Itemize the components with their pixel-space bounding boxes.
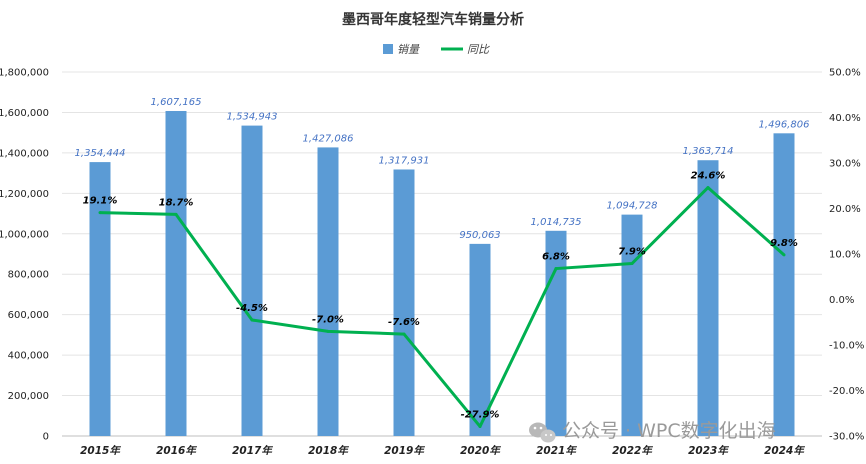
x-tick-label: 2016年	[156, 444, 197, 457]
x-tick-label: 2023年	[688, 444, 729, 457]
wechat-icon	[529, 422, 556, 443]
left-tick-label: 800,000	[8, 270, 49, 281]
watermark: 公众号 · WPC数字化出海	[529, 420, 776, 443]
right-axis: 50.0% 40.0% 30.0% 20.0% 10.0% 0.0% -10.0% -20.0…	[829, 68, 864, 443]
left-tick-label: 0	[43, 432, 49, 443]
x-tick-label: 2019年	[384, 444, 425, 457]
line-value-label: 24.6%	[691, 171, 726, 182]
x-tick-label: 2018年	[308, 444, 349, 457]
line-value-label: -7.6%	[388, 317, 420, 328]
bar	[773, 133, 795, 436]
bar	[621, 214, 643, 436]
x-tick-label: 2024年	[764, 444, 805, 457]
bar	[469, 243, 491, 436]
line-value-label: -4.5%	[236, 303, 268, 314]
line-value-label: -7.0%	[312, 314, 344, 325]
left-tick-label: 1,200,000	[0, 189, 49, 200]
chart-title: 墨西哥年度轻型汽车销量分析	[342, 11, 524, 28]
line-value-label: 7.9%	[618, 247, 646, 258]
bar-value-label: 1,534,943	[227, 112, 278, 123]
bar-series: 1,354,444 1,607,165 1,534,943 1,427,086 1,31…	[75, 97, 810, 437]
bar	[317, 147, 339, 436]
x-tick-label: 2020年	[460, 444, 501, 457]
right-tick-label: 20.0%	[829, 204, 861, 215]
bar-value-label: 1,496,806	[759, 119, 810, 130]
line-series: 19.1% 18.7% -4.5% -7.0% -7.6% -27.9% 6.8% 7.9% 2…	[83, 171, 798, 428]
line-value-label: 18.7%	[159, 197, 194, 208]
line-point	[98, 211, 102, 215]
line-point	[630, 262, 634, 266]
left-tick-label: 1,800,000	[0, 68, 49, 79]
right-tick-label: 50.0%	[829, 68, 861, 79]
right-tick-label: 30.0%	[829, 159, 861, 170]
bar-value-label: 1,317,931	[379, 155, 430, 166]
right-tick-label: -30.0%	[829, 432, 864, 443]
line-point	[478, 424, 482, 428]
x-tick-label: 2022年	[612, 444, 653, 457]
line-point	[250, 318, 254, 322]
bar-value-label: 950,063	[459, 230, 500, 241]
bar	[241, 125, 263, 437]
left-tick-label: 600,000	[8, 310, 49, 321]
legend-label-bar: 销量	[397, 43, 420, 56]
bar-value-label: 1,607,165	[151, 97, 202, 108]
left-tick-label: 200,000	[8, 391, 49, 402]
line-value-label: 6.8%	[542, 252, 570, 263]
x-tick-label: 2017年	[232, 444, 273, 457]
x-tick-label: 2015年	[80, 444, 121, 457]
bar-value-label: 1,363,714	[683, 146, 734, 157]
bar-value-label: 1,354,444	[75, 148, 126, 159]
line-point	[554, 267, 558, 271]
right-tick-label: 10.0%	[829, 250, 861, 261]
bar	[89, 162, 111, 436]
x-tick-label: 2021年	[536, 444, 577, 457]
left-tick-label: 1,000,000	[0, 229, 49, 240]
line-point	[326, 329, 330, 333]
line-value-label: -27.9%	[461, 409, 500, 420]
line-point	[706, 186, 710, 190]
yoy-line	[99, 186, 785, 428]
right-tick-label: -20.0%	[829, 386, 864, 397]
line-value-label: 9.8%	[770, 238, 798, 249]
bar-value-label: 1,427,086	[303, 133, 354, 144]
watermark-text: 公众号 · WPC数字化出海	[562, 420, 776, 442]
x-axis: 2015年 2016年 2017年 2018年 2019年 2020年 2021年 2022年…	[80, 444, 805, 457]
right-tick-label: 40.0%	[829, 113, 861, 124]
right-tick-label: -10.0%	[829, 341, 864, 352]
legend-swatch-bar	[383, 44, 393, 54]
right-tick-label: 0.0%	[829, 295, 854, 306]
left-tick-label: 400,000	[8, 351, 49, 362]
line-point	[174, 212, 178, 216]
left-tick-label: 1,600,000	[0, 108, 49, 119]
left-tick-label: 1,400,000	[0, 148, 49, 159]
legend-label-line: 同比	[467, 43, 490, 56]
line-point	[402, 332, 406, 336]
left-axis: 0 200,000 400,000 600,000 800,000 1,000,000 1,…	[0, 68, 49, 443]
line-value-label: 19.1%	[83, 196, 118, 207]
legend: 销量 同比	[383, 43, 490, 56]
bar	[393, 169, 415, 437]
bar-value-label: 1,014,735	[531, 217, 582, 228]
bar-value-label: 1,094,728	[607, 201, 658, 212]
bar	[165, 110, 187, 437]
bar	[697, 160, 719, 436]
line-point	[782, 253, 786, 257]
